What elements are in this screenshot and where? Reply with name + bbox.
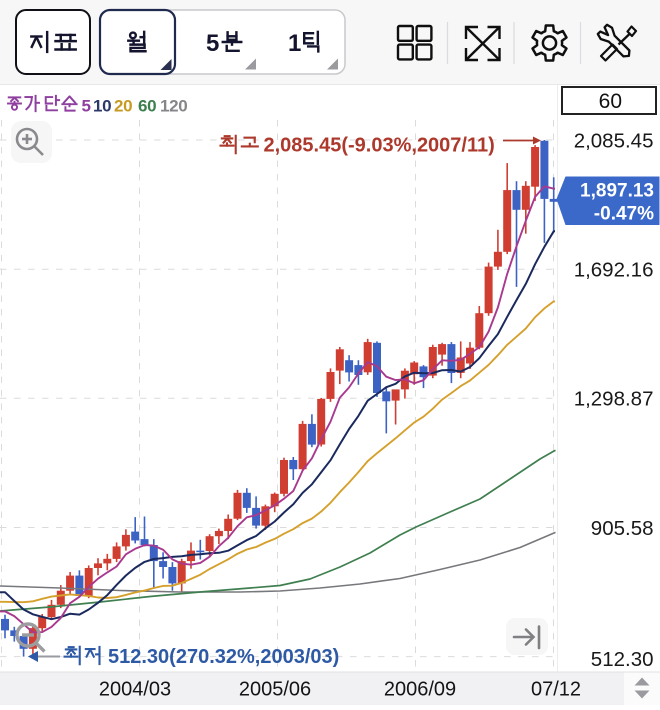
svg-text:2006/09: 2006/09 [384,679,456,701]
svg-text:2,085.45(-9.03%,2007/11): 2,085.45(-9.03%,2007/11) [264,135,495,157]
svg-text:1,897.13: 1,897.13 [580,181,654,202]
svg-text:5: 5 [206,30,219,57]
svg-text:60: 60 [138,97,156,116]
svg-text:2004/03: 2004/03 [99,679,171,701]
svg-text:07/12: 07/12 [531,679,581,701]
svg-text:2,085.45: 2,085.45 [574,129,654,152]
svg-text:2005/06: 2005/06 [239,679,311,701]
svg-text:10: 10 [93,97,111,116]
svg-text:20: 20 [114,97,132,116]
svg-text:512.30(270.32%,2003/03): 512.30(270.32%,2003/03) [108,646,339,668]
svg-text:-0.47%: -0.47% [594,204,654,225]
svg-text:120: 120 [160,97,187,116]
svg-text:512.30: 512.30 [591,648,654,671]
svg-text:5: 5 [82,97,91,116]
svg-text:1: 1 [288,30,301,57]
svg-text:1,692.16: 1,692.16 [574,259,654,282]
svg-text:60: 60 [599,90,622,113]
svg-text:905.58: 905.58 [591,517,654,540]
svg-text:1,298.87: 1,298.87 [574,388,654,411]
